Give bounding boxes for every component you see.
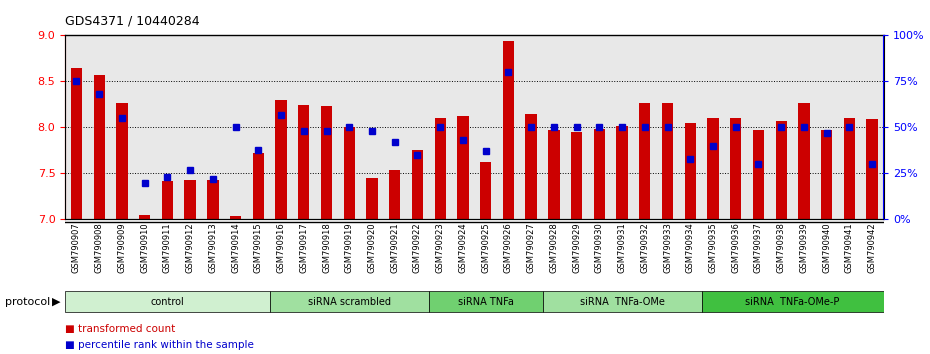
- Text: siRNA  TNFa-OMe: siRNA TNFa-OMe: [579, 297, 665, 307]
- Text: GSM790933: GSM790933: [663, 222, 672, 273]
- Bar: [708, 118, 719, 219]
- Text: GSM790909: GSM790909: [117, 222, 126, 273]
- Text: GSM790923: GSM790923: [435, 222, 445, 273]
- Text: GSM790935: GSM790935: [709, 222, 718, 273]
- Text: GSM790916: GSM790916: [276, 222, 286, 273]
- Text: GSM790929: GSM790929: [572, 222, 581, 273]
- Bar: [366, 178, 378, 219]
- Bar: [617, 126, 628, 219]
- Bar: [71, 68, 82, 219]
- FancyBboxPatch shape: [270, 291, 429, 312]
- Text: GSM790925: GSM790925: [481, 222, 490, 273]
- Text: GSM790924: GSM790924: [458, 222, 468, 273]
- Text: ■ percentile rank within the sample: ■ percentile rank within the sample: [65, 340, 254, 350]
- Bar: [798, 103, 810, 219]
- Bar: [299, 105, 310, 219]
- Text: GSM790932: GSM790932: [640, 222, 649, 273]
- Text: GSM790928: GSM790928: [550, 222, 558, 273]
- Text: siRNA TNFa: siRNA TNFa: [458, 297, 513, 307]
- FancyBboxPatch shape: [701, 291, 884, 312]
- Text: siRNA scrambled: siRNA scrambled: [308, 297, 391, 307]
- Bar: [275, 100, 286, 219]
- Text: GDS4371 / 10440284: GDS4371 / 10440284: [65, 14, 200, 27]
- FancyBboxPatch shape: [429, 291, 542, 312]
- Text: ▶: ▶: [52, 297, 60, 307]
- Text: GSM790918: GSM790918: [322, 222, 331, 273]
- Text: GSM790941: GSM790941: [844, 222, 854, 273]
- Text: GSM790922: GSM790922: [413, 222, 422, 273]
- Text: GSM790917: GSM790917: [299, 222, 309, 273]
- Bar: [253, 153, 264, 219]
- Bar: [94, 75, 105, 219]
- Text: protocol: protocol: [5, 297, 50, 307]
- Bar: [662, 103, 673, 219]
- Text: GSM790919: GSM790919: [345, 222, 353, 273]
- Text: GSM790936: GSM790936: [731, 222, 740, 273]
- Text: GSM790907: GSM790907: [72, 222, 81, 273]
- Text: GSM790908: GSM790908: [95, 222, 104, 273]
- Text: GSM790938: GSM790938: [777, 222, 786, 273]
- Bar: [571, 132, 582, 219]
- Text: siRNA  TNFa-OMe-P: siRNA TNFa-OMe-P: [745, 297, 840, 307]
- Text: GSM790939: GSM790939: [800, 222, 808, 273]
- Bar: [503, 41, 514, 219]
- Bar: [139, 215, 151, 219]
- Bar: [730, 118, 741, 219]
- Text: GSM790942: GSM790942: [868, 222, 877, 273]
- Bar: [162, 181, 173, 219]
- FancyBboxPatch shape: [65, 291, 270, 312]
- Bar: [525, 114, 537, 219]
- Text: GSM790913: GSM790913: [208, 222, 218, 273]
- Text: GSM790937: GSM790937: [754, 222, 763, 273]
- Bar: [184, 180, 196, 219]
- Bar: [684, 123, 696, 219]
- Text: GSM790940: GSM790940: [822, 222, 831, 273]
- Bar: [639, 103, 650, 219]
- Bar: [230, 216, 241, 219]
- Text: GSM790910: GSM790910: [140, 222, 149, 273]
- Bar: [752, 130, 764, 219]
- Text: GSM790911: GSM790911: [163, 222, 172, 273]
- Bar: [321, 106, 332, 219]
- Text: GSM790927: GSM790927: [526, 222, 536, 273]
- Bar: [844, 118, 855, 219]
- Text: GSM790931: GSM790931: [618, 222, 627, 273]
- Bar: [593, 129, 605, 219]
- Bar: [867, 119, 878, 219]
- Bar: [458, 116, 469, 219]
- Text: GSM790914: GSM790914: [231, 222, 240, 273]
- Text: GSM790915: GSM790915: [254, 222, 263, 273]
- Bar: [776, 121, 787, 219]
- Bar: [548, 130, 560, 219]
- Text: ■ transformed count: ■ transformed count: [65, 324, 176, 334]
- Bar: [116, 103, 127, 219]
- Text: GSM790930: GSM790930: [595, 222, 604, 273]
- Text: GSM790926: GSM790926: [504, 222, 513, 273]
- Text: GSM790912: GSM790912: [186, 222, 194, 273]
- Text: control: control: [151, 297, 184, 307]
- Bar: [821, 130, 832, 219]
- Bar: [207, 180, 219, 219]
- Bar: [434, 118, 445, 219]
- Bar: [343, 127, 355, 219]
- Text: GSM790934: GSM790934: [685, 222, 695, 273]
- Text: GSM790920: GSM790920: [367, 222, 377, 273]
- Text: GSM790921: GSM790921: [391, 222, 399, 273]
- FancyBboxPatch shape: [542, 291, 701, 312]
- Bar: [389, 170, 401, 219]
- Bar: [412, 150, 423, 219]
- Bar: [480, 162, 491, 219]
